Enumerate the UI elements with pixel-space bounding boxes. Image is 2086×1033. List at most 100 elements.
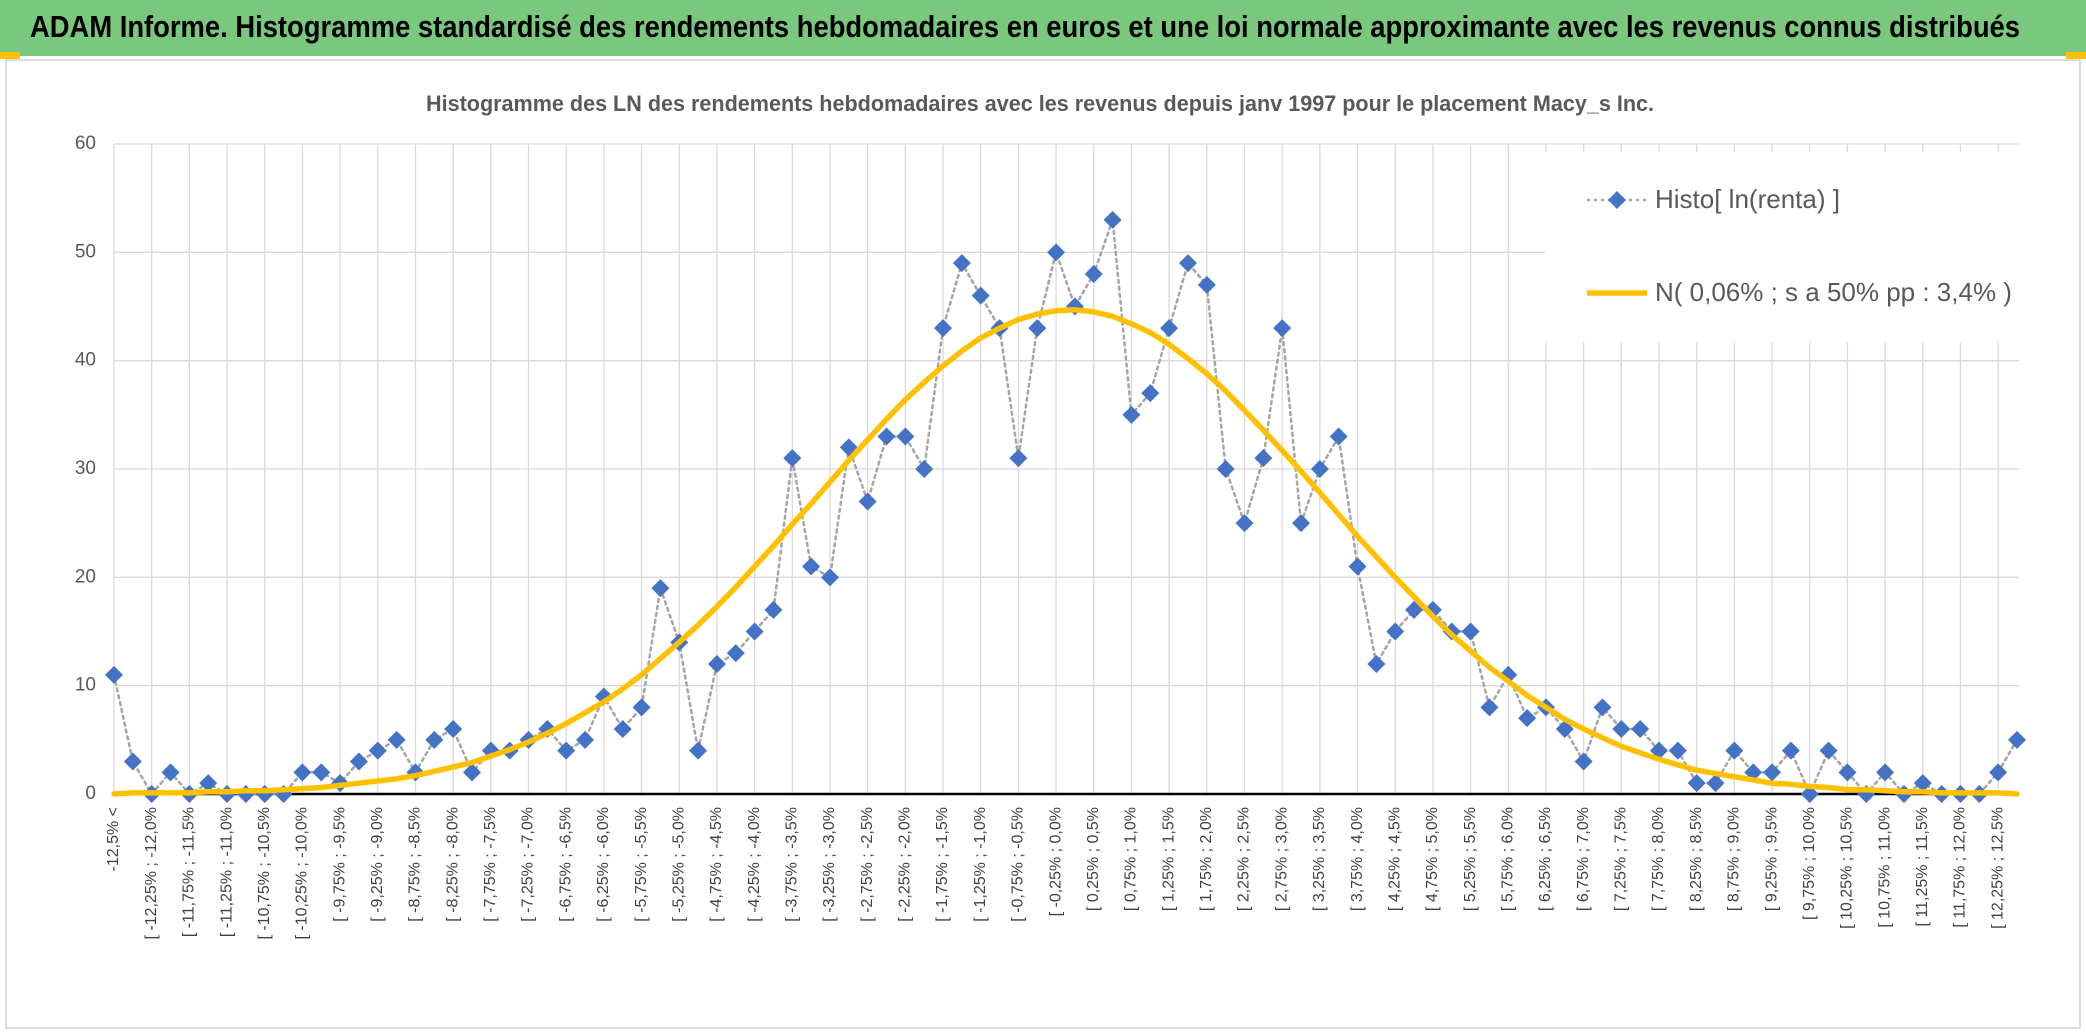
x-tick-label: [ -9,75% ; -9,5% bbox=[331, 807, 348, 922]
x-tick-label: [ 6,25% ; 6,5% bbox=[1537, 807, 1554, 911]
x-tick-label: [ -6,25% ; -6,0% bbox=[595, 807, 612, 922]
x-tick-label: [ -7,75% ; -7,5% bbox=[482, 807, 499, 922]
x-tick-label: [ 0,25% ; 0,5% bbox=[1085, 807, 1102, 911]
data-point bbox=[1876, 763, 1895, 782]
legend-label: N( 0,06% ; s a 50% pp : 3,4% ) bbox=[1655, 277, 2012, 307]
data-point bbox=[1913, 774, 1932, 793]
data-point bbox=[1348, 557, 1367, 576]
x-tick-label: [ -3,25% ; -3,0% bbox=[821, 807, 838, 922]
x-tick-label: [ -1,25% ; -1,0% bbox=[972, 807, 989, 922]
x-tick-label: [ 10,75% ; 11,0% bbox=[1876, 807, 1893, 928]
data-point bbox=[1047, 243, 1066, 262]
corner-accent bbox=[2066, 52, 2086, 59]
data-point bbox=[1009, 449, 1028, 468]
data-point bbox=[1838, 763, 1857, 782]
legend-marker bbox=[1608, 191, 1626, 209]
x-tick-label: [ -4,25% ; -4,0% bbox=[746, 807, 763, 922]
data-point bbox=[1216, 460, 1235, 478]
x-tick-label: [ 4,75% ; 5,0% bbox=[1424, 807, 1441, 911]
series-line bbox=[111, 307, 2020, 797]
x-tick-label: [ -5,25% ; -5,0% bbox=[670, 807, 687, 922]
y-tick-label: 0 bbox=[85, 783, 96, 804]
x-tick-label: [ 9,75% ; 10,0% bbox=[1801, 807, 1818, 920]
data-point bbox=[1292, 514, 1311, 533]
header-bar bbox=[0, 0, 2086, 56]
data-point bbox=[1386, 622, 1405, 641]
y-tick-label: 60 bbox=[75, 133, 96, 154]
data-point bbox=[1160, 319, 1179, 338]
data-point bbox=[632, 698, 651, 717]
data-point bbox=[858, 492, 877, 511]
x-tick-label: [ -0,75% ; -0,5% bbox=[1010, 807, 1027, 922]
data-point bbox=[1310, 460, 1329, 478]
data-point bbox=[1103, 210, 1122, 229]
data-point bbox=[557, 741, 576, 760]
y-tick-label: 30 bbox=[75, 458, 96, 479]
x-tick-label: [ -12,25% ; -12,0% bbox=[143, 807, 160, 940]
y-tick-label: 10 bbox=[75, 675, 96, 696]
data-point bbox=[1028, 319, 1047, 338]
data-point bbox=[1612, 720, 1631, 738]
data-point bbox=[971, 286, 990, 305]
x-tick-label: [ 1,75% ; 2,0% bbox=[1198, 807, 1215, 911]
x-tick-label: [ 10,25% ; 10,5% bbox=[1839, 807, 1856, 929]
data-point bbox=[1235, 514, 1254, 533]
data-point bbox=[952, 254, 971, 273]
x-tick-label: [ 7,75% ; 8,0% bbox=[1650, 807, 1667, 911]
data-point bbox=[1480, 698, 1499, 717]
x-tick-label: [ -7,25% ; -7,0% bbox=[520, 807, 537, 922]
data-point bbox=[1367, 655, 1386, 673]
data-point bbox=[1668, 741, 1687, 760]
x-tick-label: [ -1,75% ; -1,5% bbox=[934, 807, 951, 922]
data-point bbox=[1706, 774, 1725, 793]
data-point bbox=[1574, 752, 1593, 771]
corner-accent bbox=[0, 52, 20, 59]
x-tick-label: [ -4,75% ; -4,5% bbox=[708, 807, 725, 922]
x-tick-label: [ 9,25% ; 9,5% bbox=[1763, 807, 1780, 911]
data-point bbox=[387, 730, 406, 749]
x-tick-label: [ 3,25% ; 3,5% bbox=[1311, 807, 1328, 911]
x-tick-label: [ -8,75% ; -8,5% bbox=[407, 807, 424, 922]
data-point bbox=[1687, 774, 1706, 793]
x-tick-label: [ -9,25% ; -9,0% bbox=[369, 807, 386, 922]
x-tick-label: [ 8,25% ; 8,5% bbox=[1688, 807, 1705, 911]
data-point bbox=[1593, 698, 1612, 717]
x-tick-label: [ -2,75% ; -2,5% bbox=[859, 807, 876, 922]
x-tick-label: [ 1,25% ; 1,5% bbox=[1160, 807, 1177, 911]
x-tick-label: [ 12,25% ; 12,5% bbox=[1989, 807, 2006, 929]
y-tick-label: 50 bbox=[75, 241, 96, 262]
chart-title: Histogramme des LN des rendements hebdom… bbox=[426, 91, 1654, 116]
data-point bbox=[783, 449, 802, 468]
data-point bbox=[1273, 319, 1292, 338]
data-point bbox=[444, 720, 463, 738]
x-tick-label: [ 4,25% ; 4,5% bbox=[1386, 807, 1403, 911]
data-point bbox=[1989, 763, 2008, 782]
x-tick-label: [ 11,75% ; 12,0% bbox=[1952, 807, 1969, 928]
x-tick-label: [ 6,75% ; 7,0% bbox=[1575, 807, 1592, 911]
y-tick-label: 40 bbox=[75, 350, 96, 371]
data-point bbox=[1819, 741, 1838, 760]
data-point bbox=[651, 579, 670, 598]
data-point bbox=[1254, 449, 1273, 468]
data-point bbox=[689, 741, 708, 760]
data-point bbox=[896, 427, 915, 446]
data-point bbox=[613, 720, 632, 738]
data-point bbox=[1329, 427, 1348, 446]
data-point bbox=[1084, 265, 1103, 283]
x-tick-label: -12,5% < bbox=[105, 807, 122, 871]
data-point bbox=[1178, 254, 1197, 273]
data-point bbox=[1197, 275, 1216, 294]
x-tick-label: [ 8,75% ; 9,0% bbox=[1726, 807, 1743, 911]
data-point bbox=[802, 557, 821, 576]
x-tick-label: [ 5,75% ; 6,0% bbox=[1499, 807, 1516, 911]
data-point bbox=[123, 752, 142, 771]
data-point bbox=[161, 763, 180, 782]
data-point bbox=[745, 622, 764, 641]
data-point bbox=[293, 763, 312, 782]
y-tick-label: 20 bbox=[75, 566, 96, 587]
data-point bbox=[707, 655, 726, 673]
data-point bbox=[1461, 622, 1480, 641]
data-point bbox=[2008, 730, 2026, 749]
